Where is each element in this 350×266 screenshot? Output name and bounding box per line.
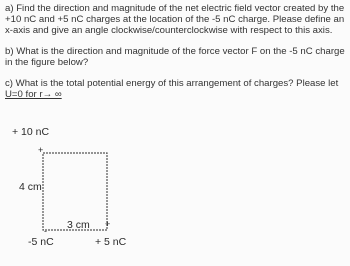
question-line: U=0 for r→ ∞ (5, 89, 62, 100)
charge-label: + 5 nC (95, 236, 127, 248)
charge-sign: + (38, 145, 44, 155)
length-label: 3 cm (67, 219, 90, 231)
charge-sign: + (105, 219, 111, 229)
question-line: b) What is the direction and magnitude o… (5, 46, 345, 57)
charge-label: + 10 nC (12, 126, 50, 138)
triangle-outline (42, 152, 108, 231)
question-line: in the figure below? (5, 57, 89, 68)
question-line: +10 nC and +5 nC charges at the location… (5, 14, 345, 25)
charge-sign: - (44, 226, 47, 236)
question-line: c) What is the total potential energy of… (5, 78, 339, 89)
question-line: x-axis and give an angle clockwise/count… (5, 25, 333, 36)
question-line: a) Find the direction and magnitude of t… (5, 3, 345, 14)
length-label: 4 cm (19, 181, 42, 193)
charge-label: -5 nC (28, 236, 54, 248)
